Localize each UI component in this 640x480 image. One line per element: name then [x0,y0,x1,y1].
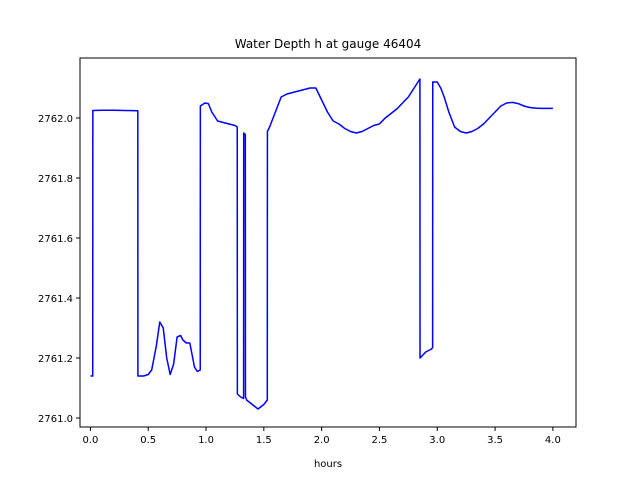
x-tick-label: 1.5 [256,435,272,446]
y-tick-label: 2761.4 [38,294,73,305]
y-tick-label: 2762.0 [38,114,73,125]
plot-frame [79,57,577,428]
x-axis: 0.0 0.5 1.0 1.5 2.0 2.5 3.0 3.5 4.0 [82,427,561,446]
y-tick-label: 2761.6 [38,234,73,245]
y-axis: 2761.0 2761.2 2761.4 2761.6 2761.8 2762.0 [38,114,80,425]
y-tick-label: 2761.2 [38,354,73,365]
y-tick-label: 2761.0 [38,414,73,425]
x-tick-label: 4.0 [545,435,561,446]
x-axis-label: hours [314,459,342,470]
x-tick-label: 2.5 [371,435,387,446]
x-tick-label: 2.0 [314,435,330,446]
chart-title: Water Depth h at gauge 46404 [235,37,422,51]
plot-area [79,57,577,428]
y-tick-label: 2761.8 [38,174,73,185]
x-tick-label: 0.0 [82,435,98,446]
x-tick-label: 3.5 [487,435,503,446]
series-line-0 [90,78,553,410]
x-tick-label: 3.0 [429,435,445,446]
x-tick-label: 1.0 [198,435,214,446]
x-tick-label: 0.5 [140,435,156,446]
